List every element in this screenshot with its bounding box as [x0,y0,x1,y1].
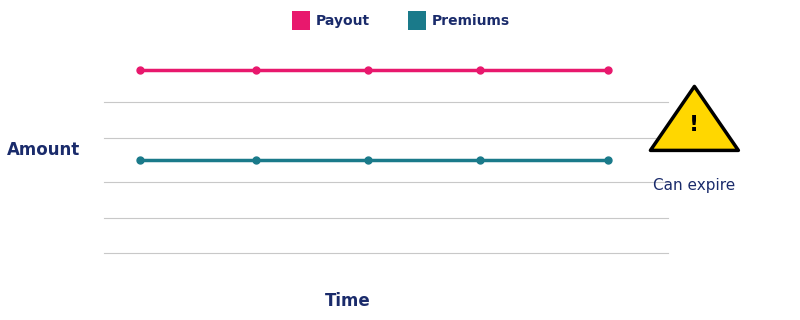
Text: !: ! [690,115,699,135]
FancyBboxPatch shape [292,11,310,30]
Polygon shape [650,86,738,150]
Text: Payout: Payout [316,14,370,28]
Text: Amount: Amount [7,141,81,159]
Text: Can expire: Can expire [654,178,735,193]
Text: Time: Time [325,292,371,310]
FancyBboxPatch shape [408,11,426,30]
Text: Premiums: Premiums [432,14,510,28]
